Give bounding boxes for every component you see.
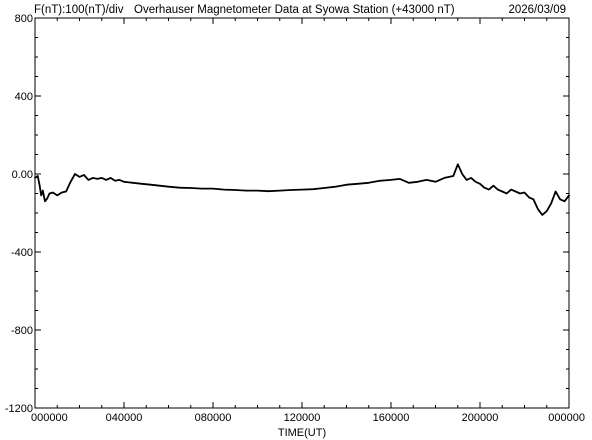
data-series — [34, 163, 570, 216]
tick-marks — [34, 17, 570, 409]
header-left-label: F(nT):100(nT)/div — [34, 4, 124, 16]
y-tick-label: -1200 — [5, 403, 33, 415]
y-tick-label: 0.00 — [12, 169, 33, 181]
x-axis-title: TIME(UT) — [278, 427, 326, 439]
x-tick-label: 040000 — [106, 412, 143, 424]
x-tick-label: 080000 — [195, 412, 232, 424]
chart-title: Overhauser Magnetometer Data at Syowa St… — [134, 4, 455, 16]
y-tick-label: 800 — [15, 13, 33, 25]
y-tick-labels: 800 400 0.00 -400 -800 -1200 — [5, 13, 33, 415]
series-line-0 — [34, 163, 570, 216]
x-tick-label: 000000 — [548, 412, 585, 424]
x-tick-label: 200000 — [462, 412, 499, 424]
header-date: 2026/03/09 — [508, 4, 566, 16]
y-tick-label: -800 — [11, 325, 33, 337]
x-tick-label: 000000 — [31, 412, 68, 424]
x-tick-label: 120000 — [284, 412, 321, 424]
y-tick-label: 400 — [15, 91, 33, 103]
x-tick-labels: 000000 040000 080000 120000 160000 200000 0000… — [31, 412, 585, 424]
x-tick-label: 160000 — [373, 412, 410, 424]
plot-frame — [34, 17, 570, 409]
y-tick-label: -400 — [11, 247, 33, 259]
